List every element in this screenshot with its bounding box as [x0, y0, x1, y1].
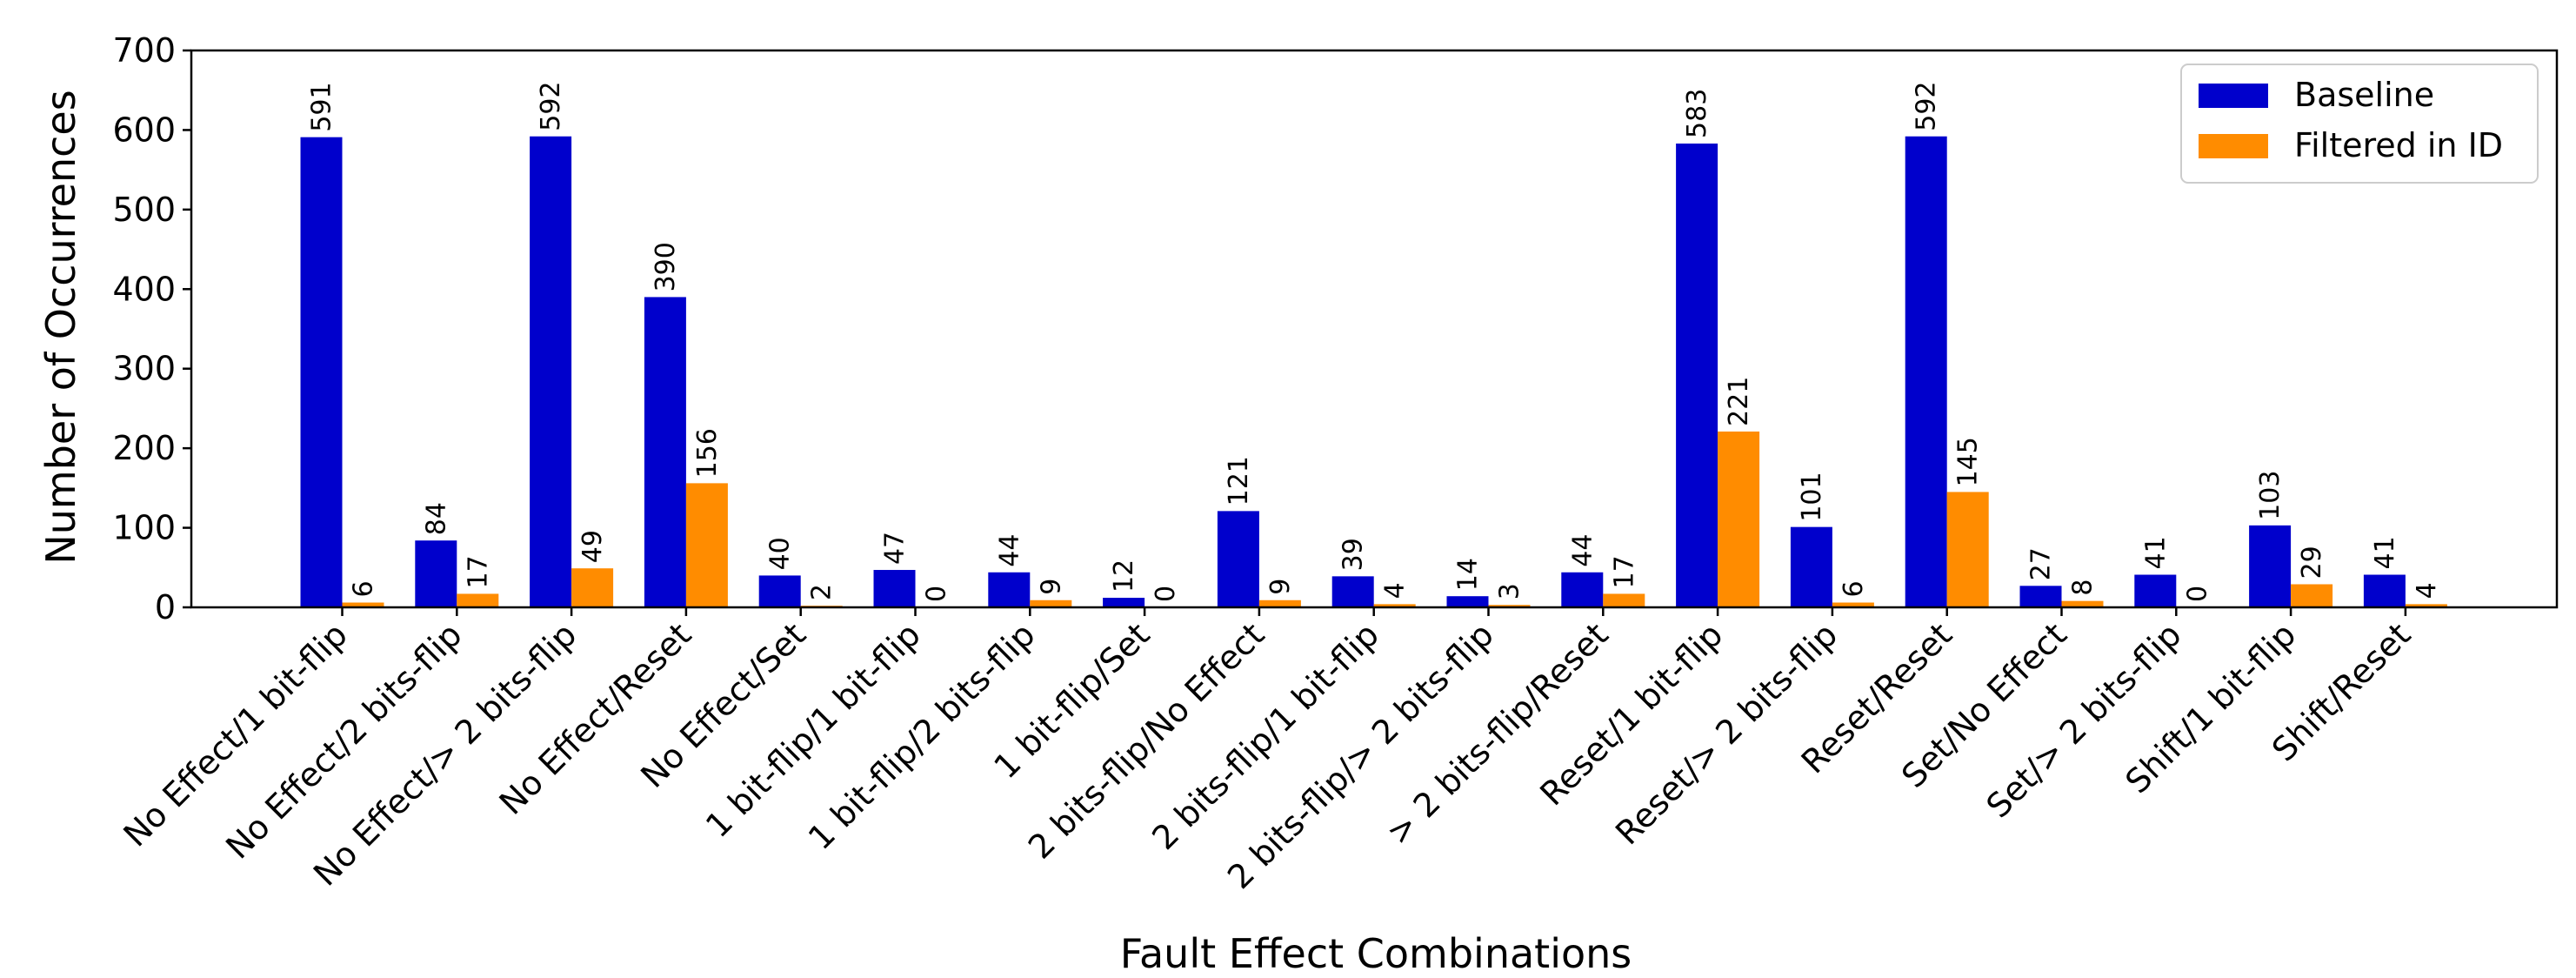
bar-value-label: 44	[994, 534, 1024, 567]
baseline-bar	[1676, 143, 1718, 607]
baseline-bar	[415, 540, 457, 607]
legend-box	[2180, 64, 2539, 184]
filtered-bar	[457, 593, 499, 607]
x-tick-label: Set/> 2 bits-flip	[1979, 615, 2188, 825]
bar-value-label: 41	[2140, 536, 2171, 569]
bar-value-label: 583	[1682, 89, 1712, 138]
bar-value-label: 27	[2026, 547, 2057, 580]
y-tick-label: 0	[155, 588, 176, 626]
bar-value-label: 390	[651, 242, 681, 291]
bar-value-label: 17	[463, 555, 493, 588]
bar-value-label: 0	[2182, 586, 2212, 602]
filtered-bar	[2405, 604, 2447, 607]
y-tick-label: 100	[112, 509, 176, 547]
y-axis-title: Number of Occurrences	[37, 90, 84, 564]
filtered-bar	[1258, 600, 1301, 607]
filtered-bar	[2291, 584, 2333, 607]
bar-value-label: 3	[1495, 583, 1525, 600]
filtered-bar	[1946, 492, 1989, 607]
bar-value-label: 121	[1224, 456, 1254, 506]
x-tick-label: 1 bit-flip/1 bit-flip	[698, 615, 928, 845]
bar-value-label: 40	[765, 537, 796, 570]
filtered-bar	[1832, 602, 1874, 607]
bar-value-label: 4	[1380, 582, 1411, 599]
filtered-bar	[1488, 605, 1531, 607]
bar-value-label: 2	[807, 584, 838, 600]
baseline-bar	[644, 297, 686, 607]
baseline-bar	[1905, 136, 1947, 607]
baseline-bar	[873, 570, 916, 607]
bar-value-label: 14	[1453, 558, 1484, 591]
bar-value-label: 145	[1953, 437, 1984, 486]
legend: Baseline Filtered in ID	[2180, 64, 2539, 184]
bar-value-label: 9	[1265, 579, 1296, 595]
bar-value-label: 39	[1338, 538, 1369, 571]
bar-value-label: 84	[421, 502, 451, 535]
legend-swatch	[2199, 84, 2268, 108]
baseline-bar	[1561, 572, 1604, 607]
baseline-bar	[1217, 511, 1259, 607]
baseline-bar	[1446, 596, 1489, 607]
baseline-bar	[300, 137, 343, 607]
baseline-bar	[1790, 526, 1832, 607]
x-tick-label: > 2 bits-flip/Reset	[1379, 615, 1616, 852]
bar-value-label: 9	[1036, 579, 1066, 595]
x-tick-label: Reset/> 2 bits-flip	[1608, 615, 1845, 852]
baseline-bar	[988, 572, 1031, 607]
bar-value-label: 17	[1609, 555, 1639, 588]
bar-value-label: 44	[1567, 534, 1598, 567]
baseline-bar	[758, 575, 801, 607]
baseline-bar	[2134, 574, 2177, 607]
bar-value-label: 221	[1724, 377, 1754, 426]
filtered-bar	[1603, 593, 1645, 607]
bars-layer	[300, 136, 2447, 607]
bar-value-label: 12	[1109, 559, 1139, 593]
baseline-bar	[2249, 525, 2292, 607]
y-tick-label: 500	[112, 191, 176, 229]
filtered-bar	[685, 483, 728, 607]
x-tick-label: No Effect/1 bit-flip	[116, 615, 354, 854]
bar-value-label: 591	[307, 82, 337, 131]
filtered-bar	[1030, 600, 1072, 607]
bar-value-label: 47	[880, 532, 911, 565]
bar-value-label: 103	[2255, 471, 2286, 520]
bar-value-label: 6	[1839, 580, 1869, 597]
filtered-bar	[1718, 431, 1760, 607]
filtered-bar	[571, 568, 614, 607]
bar-value-label: 4	[2412, 582, 2442, 599]
baseline-bar	[1331, 576, 1374, 607]
y-tick-label: 700	[112, 31, 176, 70]
x-axis-title: Fault Effect Combinations	[1120, 930, 1632, 977]
y-tick-label: 400	[112, 270, 176, 308]
bar-value-label: 6	[349, 580, 379, 597]
x-tick-label: No Effect/Reset	[492, 615, 699, 822]
bar-value-label: 0	[1151, 586, 1181, 602]
baseline-bar	[2019, 586, 2062, 607]
baseline-bar	[2363, 574, 2406, 607]
bar-value-label: 0	[922, 586, 952, 602]
x-tick-label: 2 bits-flip/1 bit-flip	[1145, 615, 1386, 857]
baseline-bar	[530, 136, 572, 607]
y-tick-label: 300	[112, 350, 176, 388]
bar-value-label: 592	[536, 81, 566, 131]
bar-value-label: 8	[2068, 579, 2099, 596]
bar-value-label: 41	[2370, 536, 2400, 569]
legend-swatch	[2199, 134, 2268, 158]
baseline-bar	[1103, 598, 1145, 607]
bar-value-label: 29	[2297, 546, 2327, 579]
filtered-bar	[1373, 604, 1416, 607]
legend-label: Filtered in ID	[2294, 126, 2503, 164]
bar-value-label: 49	[577, 530, 608, 563]
bar-value-label: 156	[692, 428, 723, 478]
x-tick-label: 1 bit-flip/2 bits-flip	[801, 615, 1043, 857]
bar-value-label: 101	[1797, 472, 1827, 521]
y-tick-label: 200	[112, 429, 176, 467]
legend-label: Baseline	[2294, 76, 2434, 114]
bar-value-label: 592	[1912, 81, 1942, 131]
y-tick-label: 600	[112, 111, 176, 149]
filtered-bar	[342, 602, 384, 607]
filtered-bar	[2061, 600, 2104, 607]
